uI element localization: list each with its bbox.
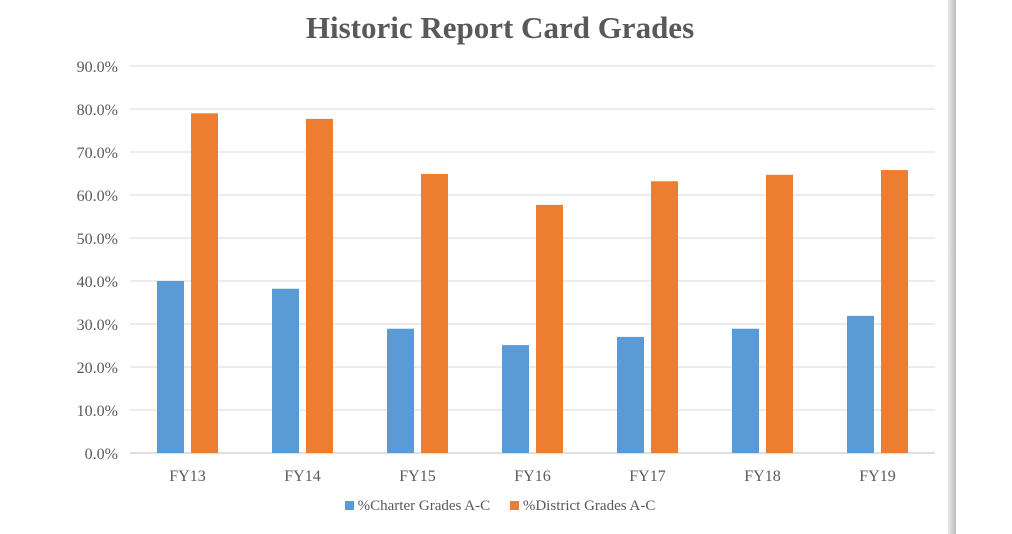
- y-tick-label: 30.0%: [77, 317, 118, 334]
- y-tick-label: 90.0%: [77, 59, 118, 76]
- bar-district: [421, 173, 448, 453]
- legend-label-district: %District Grades A-C: [522, 498, 656, 514]
- bar-district: [306, 118, 333, 453]
- bar-charter: [847, 315, 874, 453]
- chart-title: Historic Report Card Grades: [305, 10, 695, 45]
- bar-district: [651, 181, 678, 454]
- bar-district: [191, 113, 218, 454]
- x-tick-label: FY15: [399, 468, 435, 485]
- bar-charter: [617, 336, 644, 453]
- x-tick-label: FY18: [744, 468, 780, 485]
- x-tick-label: FY19: [859, 468, 895, 485]
- x-tick-label: FY16: [514, 468, 550, 485]
- x-tick-label: FY14: [284, 468, 320, 485]
- y-tick-label: 70.0%: [77, 145, 118, 162]
- bar-charter: [272, 288, 299, 453]
- legend-item-district: %District Grades A-C: [509, 498, 656, 515]
- y-tick-label: 50.0%: [77, 231, 118, 248]
- bar-district: [766, 174, 793, 454]
- bar-charter: [502, 345, 529, 453]
- legend-swatch-district: [509, 501, 519, 510]
- y-tick-label: 20.0%: [77, 360, 118, 377]
- legend-item-charter: %Charter Grades A-C: [344, 498, 491, 515]
- y-tick-label: 0.0%: [85, 446, 118, 463]
- bar-charter: [732, 328, 759, 453]
- y-tick-label: 10.0%: [77, 403, 118, 420]
- legend: %Charter Grades A-C %District Grades A-C: [0, 498, 1000, 515]
- bar-district: [881, 170, 908, 453]
- y-tick-label: 60.0%: [77, 188, 118, 205]
- page-edge-shadow: [948, 0, 956, 534]
- legend-label-charter: %Charter Grades A-C: [357, 498, 491, 514]
- x-tick-label: FY13: [169, 468, 205, 485]
- y-tick-label: 40.0%: [77, 274, 118, 291]
- legend-swatch-charter: [344, 501, 354, 510]
- y-tick-label: 80.0%: [77, 102, 118, 119]
- x-tick-label: FY17: [629, 468, 665, 485]
- bar-charter: [387, 328, 414, 453]
- bar-charter: [157, 281, 184, 453]
- bar-district: [536, 204, 563, 453]
